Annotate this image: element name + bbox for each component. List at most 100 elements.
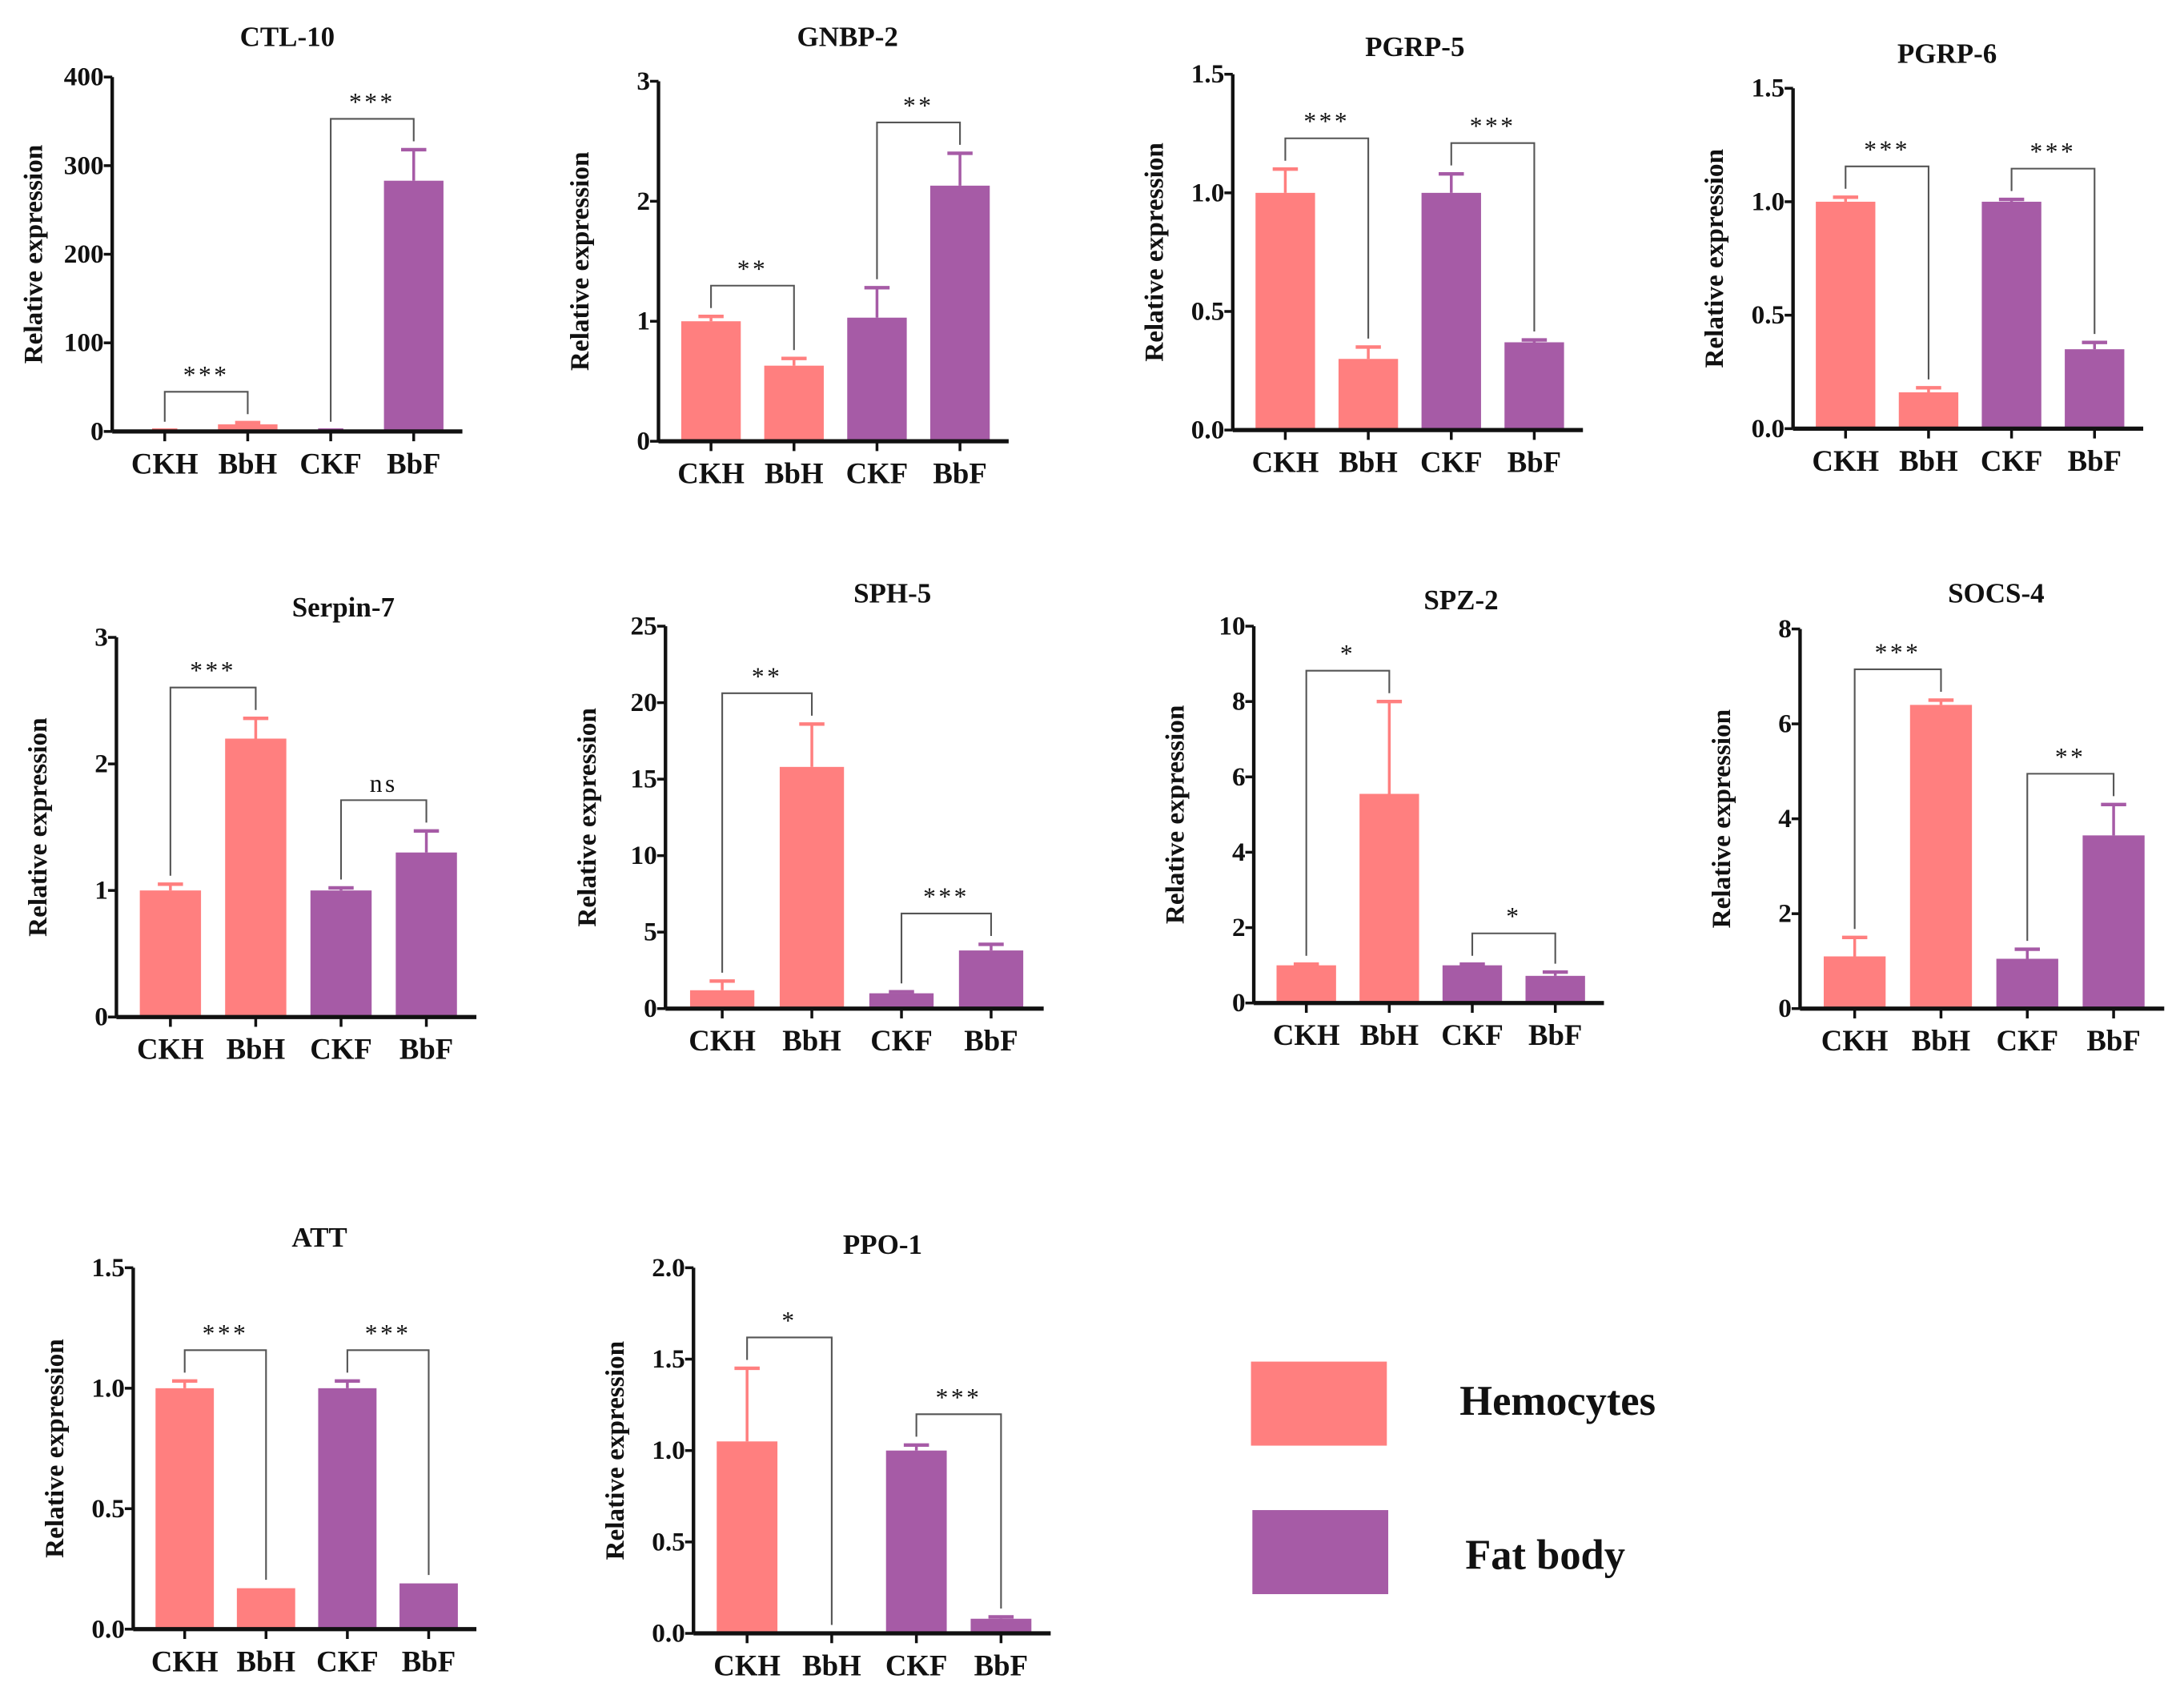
y-tick-label: 0	[1232, 988, 1246, 1018]
significance-label: ***	[1303, 107, 1350, 135]
x-tick-label: CKH	[713, 1649, 781, 1682]
bar-ckh	[689, 990, 755, 1009]
x-tick-label: BbF	[387, 447, 440, 480]
significance-bracket	[876, 121, 962, 279]
x-tick-label: CKF	[846, 457, 909, 490]
significance-bracket	[163, 391, 249, 422]
bar-ckh	[1255, 192, 1315, 431]
y-tick-label: 15	[631, 765, 657, 794]
bar-bbf	[395, 852, 457, 1018]
x-tick-label: CKH	[131, 447, 199, 480]
x-tick-label: CKF	[316, 1645, 379, 1677]
significance-bracket	[183, 1349, 267, 1581]
bar-ckf	[310, 890, 372, 1018]
panel-socs-4: SOCS-4 Relative expression CKH BbH CKF BbF 0 2 4…	[1707, 577, 2165, 1057]
bar-bbf	[2065, 349, 2125, 429]
x-tick-label: CKH	[151, 1645, 219, 1677]
chart-title: PPO-1	[843, 1229, 922, 1260]
significance-bracket	[2010, 167, 2096, 335]
bar-bbh	[1359, 793, 1419, 1003]
bar-ckh	[717, 1441, 778, 1634]
x-tick-label: BbH	[237, 1645, 296, 1677]
x-tick-label: CKF	[299, 447, 362, 480]
significance-bracket	[1305, 669, 1391, 956]
x-tick-label: BbF	[1508, 446, 1561, 479]
significance-label: ***	[349, 88, 395, 116]
x-tick-label: BbH	[227, 1033, 286, 1066]
significance-label: **	[737, 255, 768, 283]
panel-pgrp-5: PGRP-5 Relative expression CKH BbH CKF BbF 0.0…	[1139, 31, 1584, 479]
chart-title: ATT	[291, 1222, 347, 1253]
y-tick-label: 2	[1232, 913, 1246, 942]
bar-bbf	[970, 1618, 1032, 1634]
x-tick-label: BbF	[2068, 444, 2122, 477]
significance-label: **	[903, 91, 933, 119]
y-tick-label: 1.5	[91, 1253, 125, 1283]
y-tick-label: 8	[1778, 614, 1792, 644]
bar-bbh	[1909, 705, 1973, 1009]
x-tick-label: BbH	[1912, 1024, 1971, 1057]
y-tick-label: 10	[631, 841, 657, 870]
significance-bracket	[169, 686, 257, 876]
significance-bracket	[721, 692, 813, 973]
y-axis-label: Relative expression	[40, 1339, 70, 1558]
x-tick-label: BbH	[1360, 1018, 1419, 1051]
significance-label: ***	[183, 361, 230, 389]
x-tick-label: BbH	[782, 1024, 841, 1057]
bar-ckf	[1981, 201, 2041, 429]
y-tick-label: 6	[1778, 709, 1792, 739]
chart-title: PGRP-6	[1897, 38, 1997, 70]
x-tick-label: BbF	[1528, 1018, 1582, 1051]
bar-ckf	[869, 993, 934, 1009]
y-tick-label: 20	[631, 688, 657, 717]
x-tick-label: CKF	[870, 1024, 933, 1057]
significance-label: ***	[2030, 138, 2077, 166]
y-tick-label: 3	[94, 623, 108, 653]
panel-att: ATT Relative expression CKH BbH CKF BbF 0.0 0.5…	[40, 1222, 477, 1677]
y-tick-label: 6	[1232, 762, 1246, 792]
panel-ctl-10: CTL-10 Relative expression CKH BbH CKF BbF 0 10…	[19, 22, 463, 480]
y-tick-label: 1.0	[91, 1373, 125, 1403]
significance-bracket	[900, 912, 993, 984]
y-tick-label: 0.0	[91, 1614, 125, 1644]
y-axis-label: Relative expression	[1700, 149, 1729, 368]
bar-ckh	[680, 321, 741, 442]
x-tick-label: CKF	[885, 1649, 948, 1682]
bar-bbf	[958, 950, 1024, 1009]
bar-bbf	[383, 180, 444, 432]
chart-title: SPH-5	[853, 577, 931, 609]
chart-title: GNBP-2	[797, 22, 898, 53]
significance-label: **	[2055, 743, 2086, 771]
y-tick-label: 1.0	[1191, 178, 1225, 207]
y-tick-label: 1.5	[1752, 74, 1785, 103]
y-tick-label: 0	[636, 427, 650, 456]
x-tick-label: BbF	[964, 1024, 1018, 1057]
bar-ckf	[1442, 965, 1503, 1003]
panel-serpin-7: Serpin-7 Relative expression CKH BbH CKF BbF 0…	[23, 592, 477, 1066]
bar-bbh	[218, 424, 278, 432]
significance-bracket	[346, 1349, 430, 1576]
bar-bbh	[1338, 359, 1399, 431]
x-tick-label: CKH	[1273, 1018, 1340, 1051]
y-tick-label: 1.0	[1752, 187, 1785, 216]
y-axis-label: Relative expression	[19, 145, 49, 364]
x-tick-label: BbH	[1899, 444, 1958, 477]
bar-ckf	[885, 1450, 947, 1634]
significance-label: ns	[370, 769, 398, 797]
x-tick-label: CKF	[310, 1033, 372, 1066]
y-tick-label: 1.5	[1191, 59, 1225, 89]
significance-label: **	[752, 662, 782, 690]
x-tick-label: CKF	[1981, 444, 2043, 477]
significance-bracket	[1450, 142, 1536, 332]
bar-ckh	[139, 890, 202, 1018]
y-tick-label: 1	[94, 876, 108, 906]
significance-label: ***	[1470, 112, 1516, 140]
legend-swatch-hemocytes	[1251, 1361, 1387, 1446]
legend: Hemocytes Fat body	[1251, 1361, 1656, 1595]
significance-bracket	[915, 1413, 1002, 1609]
significance-bracket	[710, 284, 795, 351]
y-axis-label: Relative expression	[23, 717, 53, 937]
panel-spz-2: SPZ-2 Relative expression CKH BbH CKF BbF 0 2 4 6…	[1161, 584, 1604, 1051]
significance-bracket	[330, 118, 415, 422]
